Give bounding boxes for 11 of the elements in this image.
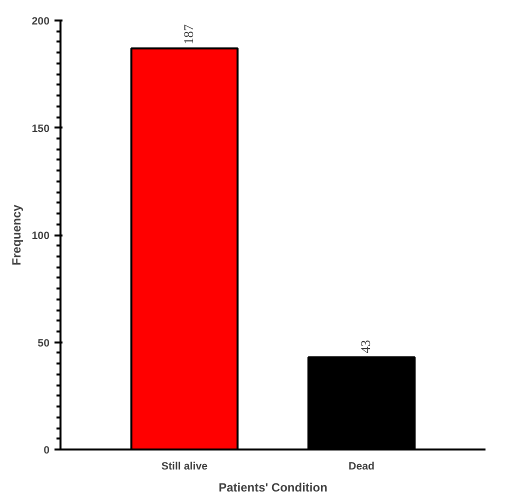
y-tick-label: 50 <box>38 337 50 350</box>
data-label: 187 <box>180 24 196 44</box>
y-tick-label: 200 <box>32 16 50 28</box>
y-tick-label: 100 <box>32 230 50 242</box>
y-tick-label: 0 <box>44 444 50 456</box>
x-tick-label: Still alive <box>161 460 208 472</box>
y-tick-label: 150 <box>32 122 50 135</box>
x-tick-label: Dead <box>348 460 375 472</box>
y-axis-title: Frequency <box>10 204 24 266</box>
x-axis-title: Patients' Condition <box>218 480 328 494</box>
data-label: 43 <box>358 340 374 354</box>
